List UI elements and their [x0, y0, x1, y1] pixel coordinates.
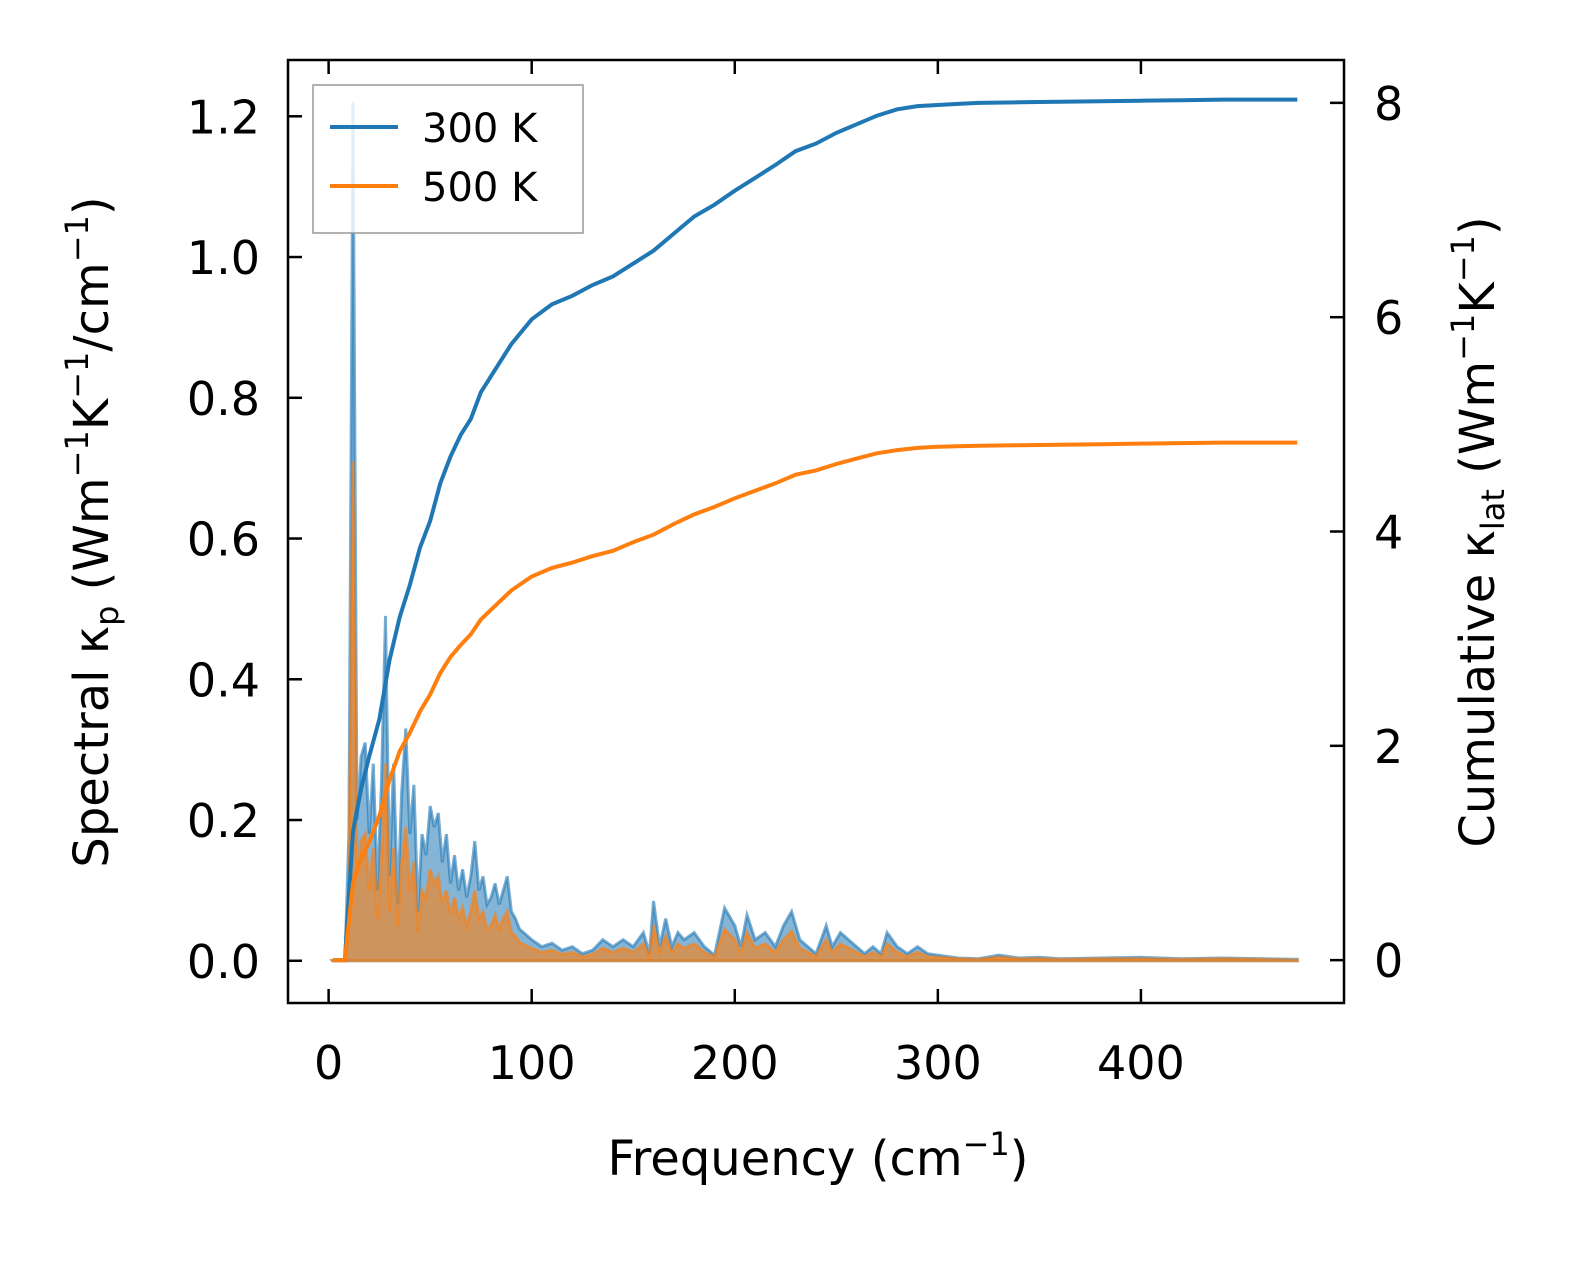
y-axis-left-label: Spectral κp (Wm−1K−1/cm−1) [58, 196, 126, 867]
x-tick-label: 200 [691, 1036, 779, 1090]
x-axis-label: Frequency (cm−1) [607, 1125, 1028, 1187]
x-tick-label: 400 [1097, 1036, 1185, 1090]
y-left-tick-label: 0.2 [187, 794, 260, 848]
legend: 300 K 500 K [312, 84, 584, 234]
series-lines [332, 97, 1298, 963]
y-left-tick-label: 0.4 [187, 653, 260, 707]
plot-area: 0 100 200 300 400 0.0 0.2 0.4 0.6 0.8 1.0 1.2 0 2 4 6 8 [187, 58, 1403, 1090]
y-right-tick-label: 4 [1374, 506, 1403, 560]
y-left-tick-label: 1.2 [187, 90, 260, 144]
spectral-fills [329, 102, 1299, 963]
cumulative-line-500k [332, 440, 1298, 963]
y-right-tick-label: 0 [1374, 934, 1403, 988]
legend-label-300k: 300 K [422, 106, 539, 152]
y-right-tick-label: 8 [1374, 77, 1403, 131]
y-right-tick-label: 6 [1374, 291, 1403, 345]
axis-ticks: 0 100 200 300 400 0.0 0.2 0.4 0.6 0.8 1.0 1.2 0 2 4 6 8 [187, 60, 1403, 1090]
spectral-area-500k [329, 461, 1299, 963]
y-right-tick-label: 2 [1374, 720, 1403, 774]
x-tick-label: 100 [488, 1036, 576, 1090]
cumulative-line-300k [332, 97, 1298, 963]
y-left-tick-label: 1.0 [187, 231, 260, 285]
y-left-tick-label: 0.8 [187, 372, 260, 426]
y-left-tick-label: 0.6 [187, 513, 260, 567]
y-axis-right-label: Cumulative κlat (Wm−1K−1) [1444, 216, 1512, 847]
legend-box [312, 84, 584, 234]
x-tick-label: 300 [894, 1036, 982, 1090]
y-left-tick-label: 0.0 [187, 935, 260, 989]
legend-label-500k: 500 K [422, 165, 539, 211]
x-tick-label: 0 [314, 1036, 343, 1090]
